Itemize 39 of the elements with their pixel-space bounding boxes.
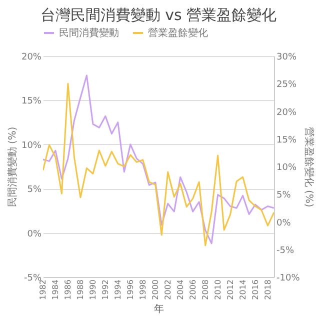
y2-tick-label: 30% [276,52,297,62]
y2-tick-label: 0% [276,218,292,228]
x-tick-label: 2004 [176,280,185,300]
x-tick-label: 2010 [213,280,222,300]
y2-tick-label: 5% [276,190,292,201]
x-tick-label: 1996 [126,280,135,300]
x-tick-label: 2016 [250,280,260,300]
x-tick-label: 1982 [38,280,48,300]
y2-tick-label: -5% [276,246,294,256]
chart-title: 台灣民間消費變動 vs 營業盈餘變化 [40,6,277,24]
x-tick-label: 1994 [113,280,122,300]
y2-tick-label: 25% [276,80,297,90]
y-tick-label: 20% [21,52,42,62]
x-tick-label: 2000 [150,280,160,300]
x-tick-label: 2012 [226,280,235,300]
x-tick-label: 1998 [138,280,148,300]
y2-axis-title: 營業盈餘變化 (%) [302,126,315,208]
x-tick-label: 1984 [50,280,60,300]
y-axis-title: 民間消費變動 (%) [6,126,18,208]
x-tick-label: 1992 [100,280,110,300]
x-tick-label: 2002 [163,280,172,300]
y-tick-label: 5% [27,185,42,196]
y-tick-label: 0% [27,229,42,240]
y2-tick-label: 20% [276,108,297,118]
legend-label: 營業盈餘變化 [148,27,208,39]
y2-tick-label: 15% [276,135,297,146]
y-tick-label: 15% [21,96,42,107]
x-tick-label: 2014 [238,280,248,300]
y2-tick-label: -10% [276,274,300,284]
legend-label: 民間消費變動 [59,27,119,39]
x-tick-label: 1988 [76,280,85,300]
x-tick-label: 1990 [88,280,98,300]
x-tick-label: 2018 [263,280,272,300]
x-tick-label: 1986 [63,280,72,300]
x-tick-label: 2008 [200,280,210,300]
y-tick-label: 10% [21,140,42,151]
x-tick-label: 2006 [188,280,198,300]
y2-tick-label: 10% [276,163,297,173]
x-axis-title: 年 [154,302,164,315]
